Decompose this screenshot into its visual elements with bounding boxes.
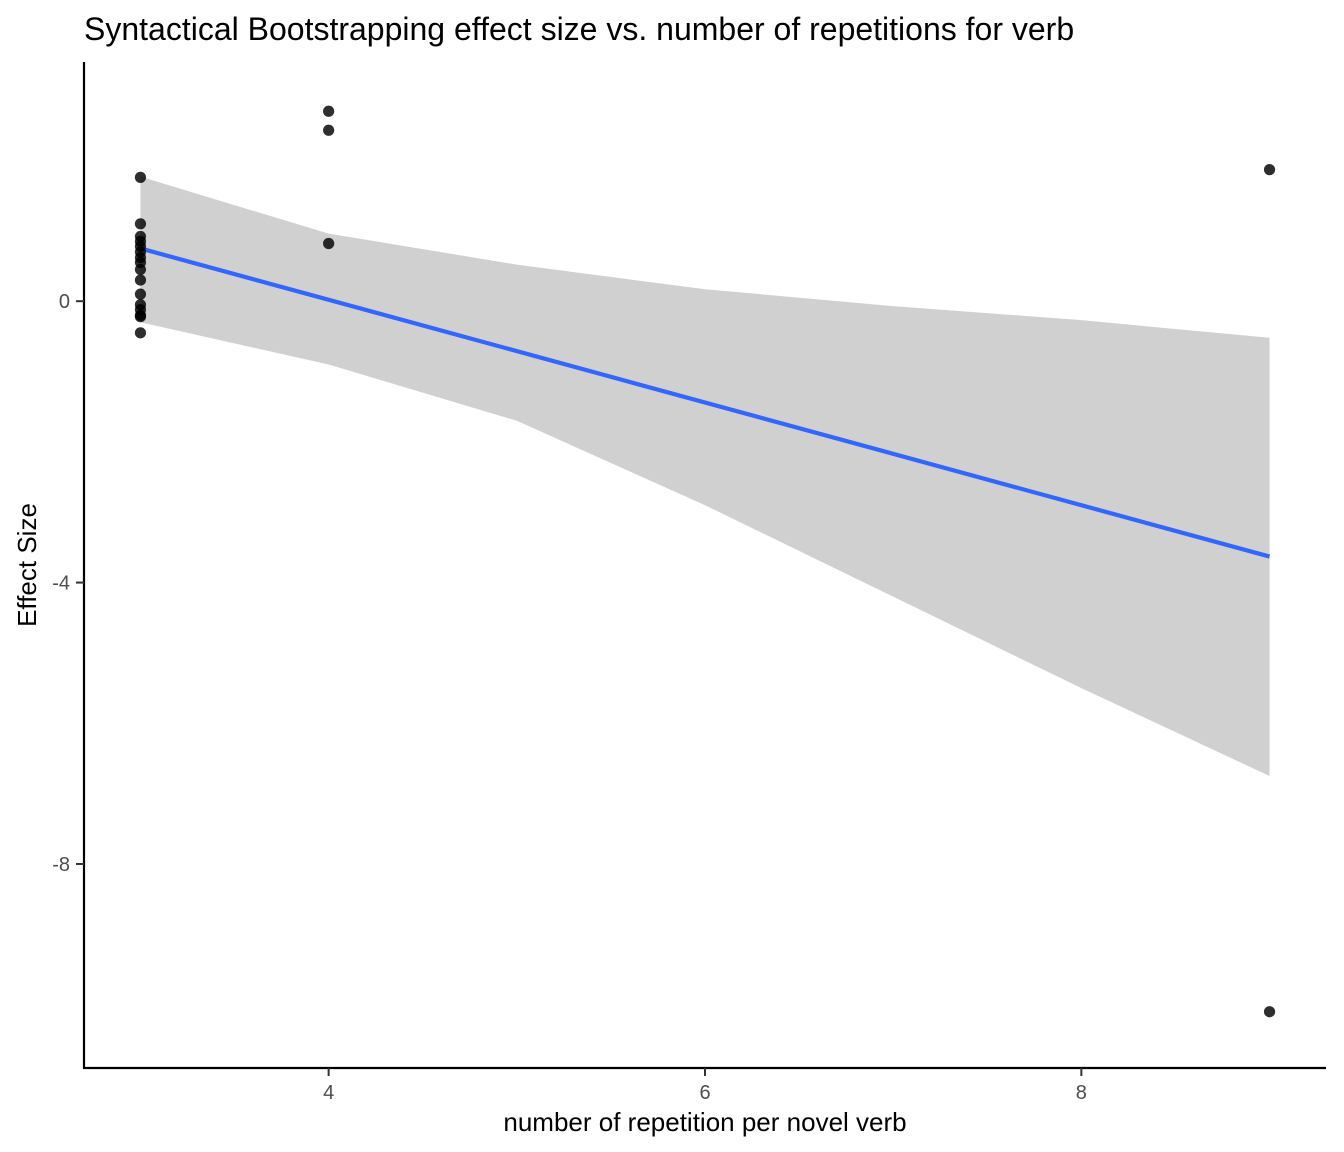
points-layer [134,105,1276,1018]
y-tick-label: 0 [59,291,70,313]
data-point [134,274,147,286]
regression-line [139,246,1271,559]
x-axis-label: number of repetition per novel verb [503,1107,906,1137]
chart-title: Syntactical Bootstrapping effect size vs… [84,11,1074,47]
data-point [1263,1006,1276,1018]
data-point [134,327,147,339]
x-tick-label: 6 [699,1082,710,1104]
x-tick-label: 8 [1076,1082,1087,1104]
data-point [134,218,147,230]
y-tick-label: -8 [52,854,70,876]
y-ticks: 0 -4 -8 [52,291,84,876]
data-point [134,263,147,276]
y-tick-label: -4 [52,573,70,595]
fit-line-layer [139,246,1271,559]
x-tick-label: 4 [323,1082,334,1104]
data-point [134,288,147,300]
x-ticks: 4 6 8 [323,1068,1087,1104]
data-point [323,105,335,117]
data-point [134,311,147,323]
data-point [1263,164,1276,176]
data-point [134,171,147,183]
data-point [323,237,335,250]
y-axis-label: Effect Size [12,503,42,627]
data-point [323,124,335,136]
